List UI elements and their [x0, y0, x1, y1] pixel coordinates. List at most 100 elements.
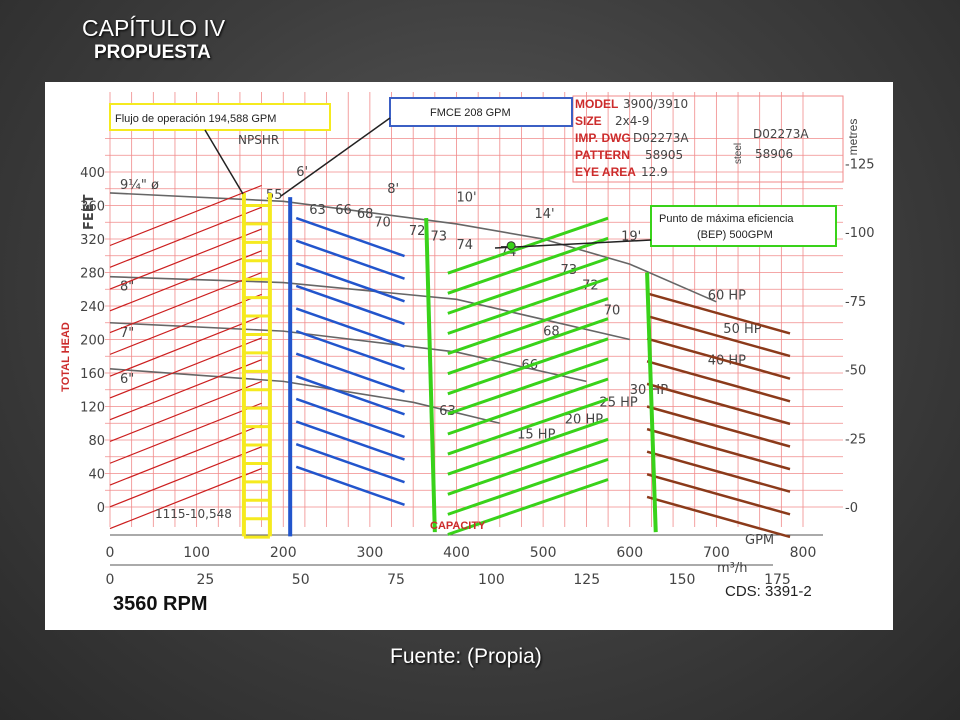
blue-hatch-line — [295, 420, 405, 461]
x-tick-m3h: 25 — [196, 572, 214, 588]
y-tick-feet: 280 — [80, 267, 105, 282]
efficiency-label: 72 — [409, 224, 426, 239]
green-boundary-right — [645, 272, 658, 533]
blue-hatch-line — [295, 329, 405, 371]
brown-hatch-line — [646, 337, 791, 380]
spec-size-value: 2x4-9 — [615, 114, 649, 128]
x-tick-gpm: 100 — [183, 545, 210, 561]
npsh-value-label: 19' — [621, 230, 641, 245]
red-hatch-line — [109, 446, 262, 508]
npsh-value-label: 6' — [296, 165, 308, 180]
spec-steel-label: steel — [733, 143, 744, 164]
red-hatch-line — [109, 293, 262, 355]
misc-label: 1115-10,548 — [155, 507, 232, 521]
brown-hatch-line — [646, 405, 791, 448]
y-tick-metres: -100 — [845, 226, 875, 241]
red-hatch-line — [109, 337, 262, 399]
green-hatch-line — [447, 437, 609, 496]
efficiency-label: 66 — [335, 203, 352, 218]
impeller-label: 6" — [120, 372, 134, 387]
green-hatch-line — [447, 256, 609, 315]
red-hatch-line — [109, 402, 262, 464]
brown-hatch-line — [646, 473, 791, 516]
brown-hatch-line — [646, 292, 791, 335]
impeller-label: 7" — [120, 326, 134, 341]
x-tick-gpm: 200 — [270, 545, 297, 561]
y-tick-feet: 360 — [80, 200, 105, 215]
hp-label: 25 HP — [599, 396, 637, 411]
x-axis-label: CAPACITY — [430, 520, 486, 532]
y-tick-feet: 120 — [80, 401, 105, 416]
blue-hatch-line — [295, 307, 405, 348]
hp-label: 20 HP — [565, 412, 603, 427]
blue-hatch-line — [295, 352, 405, 393]
x-tick-gpm: 0 — [106, 545, 115, 561]
efficiency-label: 73 — [431, 230, 448, 245]
y-tick-feet: 80 — [88, 434, 105, 449]
red-hatch-line — [109, 272, 262, 334]
y-unit-metres: metres — [846, 119, 860, 156]
operation-flow-annotation: Flujo de operación 194,588 GPM — [109, 103, 331, 195]
y-axis-label: TOTAL HEAD — [60, 322, 72, 392]
spec-imp-steel: D02273A — [753, 127, 809, 141]
green-hatch-line — [447, 397, 609, 456]
blue-hatch-line — [295, 216, 405, 258]
x-tick-m3h: 100 — [478, 572, 505, 588]
bep-text-line2: (BEP) 500GPM — [697, 229, 773, 241]
y-tick-metres: -25 — [845, 432, 866, 447]
chart-footnote: CDS: 3391-2 — [725, 583, 812, 600]
green-hatch-line — [447, 236, 609, 295]
spec-imp-value: D02273A — [633, 131, 689, 145]
y-tick-metres: -0 — [845, 501, 858, 516]
x-tick-m3h: 175 — [764, 572, 791, 588]
brown-hatch-line — [646, 360, 791, 403]
brown-hatch-line — [646, 427, 791, 471]
red-hatch-line — [109, 359, 262, 421]
x-tick-gpm: 800 — [790, 545, 817, 561]
hp-label: 60 HP — [708, 288, 746, 303]
efficiency-label: 74 — [457, 238, 474, 253]
brown-hatch-line — [646, 450, 791, 493]
green-hatch-line — [447, 337, 609, 396]
brown-hatch-line — [646, 314, 791, 358]
red-hatch-line — [109, 424, 262, 486]
red-hatch-line — [109, 315, 262, 377]
spec-table: MODEL 3900/3910 SIZE 2x4-9 IMP. DWG D022… — [572, 95, 844, 183]
x-tick-gpm: 300 — [357, 545, 384, 561]
blue-hatch-line — [295, 397, 405, 439]
impeller-label: 9¼" ø — [120, 178, 159, 193]
blue-hatch-line — [295, 284, 405, 326]
blue-hatch-line — [295, 375, 405, 416]
x-tick-m3h: 125 — [573, 572, 600, 588]
fmce-text: FMCE 208 GPM — [430, 107, 511, 119]
x-tick-gpm: 500 — [530, 545, 557, 561]
red-hatch-line — [109, 468, 262, 530]
efficiency-label: 68 — [357, 207, 374, 222]
red-hatch-line — [109, 206, 262, 268]
impeller-curve — [109, 368, 501, 425]
green-boundary-left — [424, 218, 437, 533]
y-tick-feet: 160 — [80, 367, 105, 382]
efficiency-label: 63 — [439, 404, 456, 419]
x-tick-m3h: 50 — [292, 572, 310, 588]
spec-eye-label: EYE AREA — [575, 165, 636, 179]
zone-lines — [109, 184, 791, 539]
chapter-subtitle: PROPUESTA — [94, 42, 211, 63]
green-hatch-line — [447, 357, 609, 416]
x-tick-m3h: 150 — [669, 572, 696, 588]
header: CAPÍTULO IV PROPUESTA — [82, 14, 225, 64]
x-tick-gpm: 600 — [616, 545, 643, 561]
spec-pattern-label: PATTERN — [575, 148, 630, 162]
npsh-value-label: 8' — [387, 182, 399, 197]
x-tick-m3h: 75 — [387, 572, 405, 588]
y-unit-feet: FEET — [82, 194, 97, 230]
red-hatch-line — [109, 184, 262, 247]
x-unit-gpm: GPM — [745, 533, 774, 548]
impeller-curve — [109, 192, 717, 303]
blue-hatch-line — [295, 239, 405, 280]
green-hatch-line — [447, 478, 609, 536]
spec-imp-label: IMP. DWG — [575, 131, 631, 145]
y-tick-metres: -75 — [845, 295, 866, 310]
blue-hatch-line — [295, 443, 405, 484]
spec-pattern-steel: 58906 — [755, 147, 793, 161]
